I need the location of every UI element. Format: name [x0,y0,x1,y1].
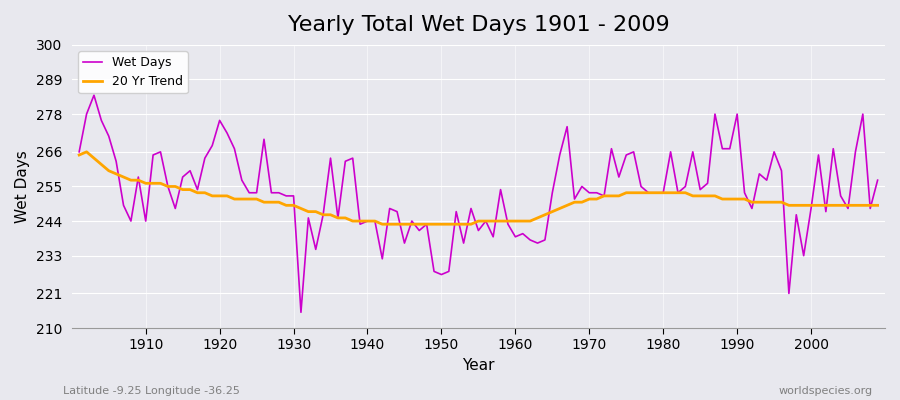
Wet Days [872,178,883,182]
Line: 20 Yr Trend: 20 Yr Trend [79,152,878,224]
X-axis label: Year: Year [462,358,495,373]
Wet Days [140,219,151,224]
20 Yr Trend [81,150,92,154]
20 Yr Trend [614,194,625,198]
Y-axis label: Wet Days: Wet Days [15,150,30,223]
Wet Days [355,222,365,227]
20 Yr Trend [377,222,388,227]
Wet Days [525,238,535,242]
20 Yr Trend [525,219,535,224]
20 Yr Trend [347,219,358,224]
Title: Yearly Total Wet Days 1901 - 2009: Yearly Total Wet Days 1901 - 2009 [287,15,670,35]
20 Yr Trend [518,219,528,224]
Wet Days [518,231,528,236]
Wet Days [614,175,625,180]
Text: worldspecies.org: worldspecies.org [778,386,873,396]
Wet Days [74,150,85,154]
Text: Latitude -9.25 Longitude -36.25: Latitude -9.25 Longitude -36.25 [63,386,240,396]
20 Yr Trend [140,181,151,186]
20 Yr Trend [303,209,314,214]
Wet Days [295,310,306,315]
20 Yr Trend [74,152,85,157]
Wet Days [88,93,99,98]
Legend: Wet Days, 20 Yr Trend: Wet Days, 20 Yr Trend [78,51,188,93]
Line: Wet Days: Wet Days [79,95,878,312]
Wet Days [310,247,321,252]
20 Yr Trend [872,203,883,208]
